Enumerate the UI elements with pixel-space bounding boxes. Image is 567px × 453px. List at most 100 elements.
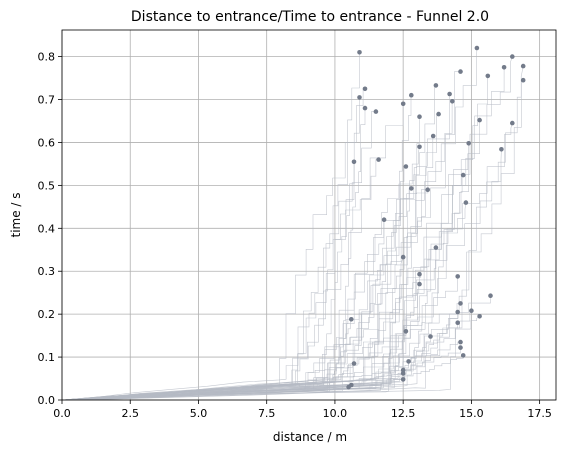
- trajectory-line: [61, 384, 352, 401]
- data-point: [520, 77, 526, 83]
- data-point: [351, 361, 357, 366]
- data-point: [400, 101, 406, 107]
- data-point: [455, 274, 461, 279]
- x-tick-label: 17.5: [527, 407, 552, 420]
- trajectory-line: [61, 88, 365, 401]
- trajectory-line: [61, 135, 434, 401]
- y-tick-label: 0.1: [38, 351, 56, 364]
- trajectory-line: [61, 123, 513, 401]
- data-point: [425, 187, 431, 192]
- trajectory-line: [61, 373, 404, 401]
- trajectory-line: [61, 101, 453, 401]
- data-point: [406, 359, 411, 364]
- data-point: [433, 83, 439, 88]
- data-point: [460, 172, 466, 178]
- data-point: [362, 105, 368, 111]
- trajectory-line: [61, 188, 412, 401]
- data-point: [409, 186, 414, 191]
- data-point: [458, 301, 463, 306]
- trajectory-line: [61, 79, 524, 401]
- y-tick-label: 0.7: [38, 94, 56, 107]
- data-point: [436, 111, 441, 117]
- y-tick-label: 0.2: [38, 308, 56, 321]
- trajectory-line: [61, 85, 436, 401]
- data-point: [381, 217, 387, 222]
- y-tick-label: 0.0: [38, 394, 56, 407]
- trajectory-line: [61, 257, 404, 401]
- x-tick-label: 15.0: [459, 407, 484, 420]
- data-point: [485, 73, 491, 79]
- chart-title: Distance to entrance/Time to entrance - …: [131, 9, 489, 25]
- y-tick-label: 0.5: [38, 179, 56, 192]
- data-point: [403, 164, 409, 169]
- data-point: [417, 281, 422, 287]
- data-point: [463, 200, 469, 205]
- data-point: [477, 314, 482, 319]
- trajectory-line: [61, 108, 366, 401]
- data-point: [499, 147, 504, 152]
- plot-frame: [61, 29, 557, 401]
- data-point: [466, 141, 472, 146]
- x-tick-label: 7.5: [258, 407, 276, 420]
- trajectory-line: [61, 71, 461, 401]
- data-point: [455, 320, 461, 326]
- data-point: [433, 245, 439, 250]
- y-tick-label: 0.3: [38, 265, 56, 278]
- x-tick-label: 12.5: [391, 407, 416, 420]
- data-point: [357, 50, 362, 55]
- data-point: [349, 317, 354, 322]
- trajectory-line: [61, 52, 360, 401]
- y-tick-label: 0.4: [38, 222, 56, 235]
- x-tick-label: 0.0: [53, 407, 71, 420]
- data-point: [417, 144, 422, 150]
- trajectory-line: [61, 111, 376, 401]
- x-tick-label: 2.5: [121, 407, 139, 420]
- data-point: [417, 271, 422, 277]
- data-point: [477, 117, 482, 123]
- trajectory-lines: [61, 47, 524, 401]
- data-point: [510, 54, 515, 59]
- y-tick-label: 0.8: [38, 51, 56, 64]
- trajectory-line: [61, 383, 349, 401]
- data-point: [409, 92, 414, 98]
- data-point: [430, 133, 436, 139]
- data-point: [458, 69, 463, 74]
- data-point: [400, 367, 406, 373]
- trajectory-line: [61, 219, 385, 401]
- data-point: [400, 377, 406, 382]
- trajectory-line: [61, 370, 404, 401]
- data-point: [403, 329, 409, 334]
- data-point: [400, 371, 406, 376]
- data-point: [373, 109, 379, 114]
- data-point: [520, 63, 526, 69]
- data-point: [450, 99, 455, 104]
- data-point: [346, 384, 351, 390]
- data-point: [455, 309, 461, 315]
- data-point: [417, 114, 422, 119]
- data-point: [458, 339, 463, 345]
- data-point: [488, 293, 493, 299]
- trajectory-line: [61, 331, 407, 401]
- data-point: [351, 159, 357, 165]
- data-point: [357, 95, 362, 100]
- trajectory-line: [61, 95, 412, 401]
- data-point: [501, 65, 507, 70]
- data-points: [346, 45, 526, 390]
- x-axis-label: distance / m: [273, 430, 347, 444]
- data-point: [474, 45, 480, 51]
- x-tick-label: 5.0: [190, 407, 208, 420]
- y-axis-label: time / s: [9, 192, 23, 237]
- data-point: [510, 120, 515, 126]
- trajectory-line: [61, 379, 404, 401]
- data-point: [362, 86, 368, 92]
- trajectory-line: [61, 341, 461, 401]
- data-point: [458, 345, 463, 350]
- trajectory-line: [61, 103, 404, 401]
- data-point: [460, 353, 466, 358]
- data-point: [447, 91, 452, 97]
- data-point: [400, 254, 406, 260]
- trajectory-line: [61, 47, 478, 401]
- data-point: [428, 334, 433, 339]
- trajectory-line: [61, 161, 355, 401]
